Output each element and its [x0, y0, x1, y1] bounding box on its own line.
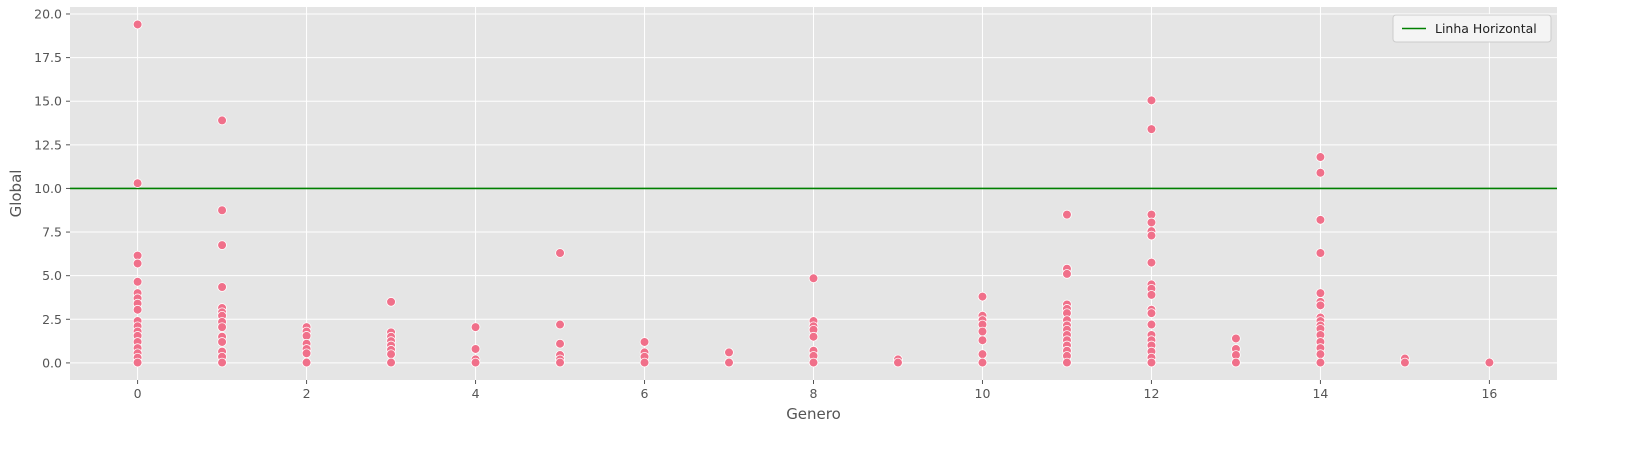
data-point	[1315, 248, 1326, 258]
x-tick-label: 4	[472, 386, 480, 401]
data-point	[1146, 319, 1157, 330]
data-point	[555, 319, 565, 330]
y-tick-label: 15.0	[34, 94, 62, 109]
data-point	[724, 347, 734, 358]
data-point	[808, 273, 819, 284]
data-point	[386, 349, 396, 359]
data-point	[470, 344, 481, 354]
data-point	[1231, 357, 1241, 368]
legend-label: Linha Horizontal	[1435, 21, 1537, 36]
data-point	[470, 322, 481, 332]
data-point	[1146, 308, 1157, 318]
data-point	[977, 335, 988, 346]
x-tick-label: 16	[1481, 386, 1497, 401]
data-point	[470, 357, 481, 368]
data-point	[808, 357, 819, 368]
data-point	[1146, 290, 1157, 300]
data-point	[217, 337, 227, 347]
y-tick-label: 5.0	[42, 268, 62, 283]
y-tick-label: 0.0	[42, 355, 62, 370]
data-point	[977, 326, 988, 337]
data-point	[555, 338, 565, 349]
data-point	[977, 291, 988, 302]
data-point	[1315, 215, 1326, 225]
y-axis-ticks: 0.0 2.5 5.0 7.5 10.0 12.5 15.0 17.5 20.0	[34, 6, 70, 370]
x-axis-label: Genero	[786, 405, 841, 423]
y-tick-label: 10.0	[34, 181, 62, 196]
data-point	[893, 357, 903, 368]
y-tick-label: 12.5	[34, 137, 62, 152]
data-point	[555, 357, 565, 368]
y-tick-label: 20.0	[34, 6, 62, 21]
x-axis-ticks: 0 2 4 6 8 10 12 14 16	[134, 380, 1497, 401]
data-point	[1146, 217, 1157, 228]
data-point	[217, 240, 227, 250]
x-tick-label: 10	[975, 386, 991, 401]
data-point	[724, 357, 734, 368]
data-point	[1315, 152, 1326, 162]
data-point	[217, 205, 227, 216]
data-point	[132, 258, 143, 269]
y-tick-label: 2.5	[42, 312, 62, 327]
data-point	[132, 304, 143, 315]
y-axis-label: Global	[7, 170, 25, 218]
data-point	[1315, 288, 1326, 298]
data-point	[132, 178, 143, 189]
y-tick-label: 7.5	[42, 225, 62, 240]
x-tick-label: 12	[1144, 386, 1160, 401]
data-point	[217, 282, 227, 292]
data-point	[301, 357, 312, 368]
legend-box	[1392, 14, 1552, 43]
data-point	[1062, 209, 1072, 220]
x-tick-label: 8	[810, 386, 818, 401]
data-point	[386, 297, 396, 307]
data-point	[1146, 95, 1157, 106]
data-point	[977, 349, 988, 359]
data-point	[1231, 333, 1241, 344]
data-point	[1146, 257, 1157, 268]
data-point	[1146, 124, 1157, 134]
data-point	[1484, 357, 1495, 368]
x-tick-label: 6	[641, 386, 649, 401]
data-point	[1146, 357, 1157, 368]
legend: Linha Horizontal	[1392, 14, 1552, 43]
data-points	[132, 19, 1495, 368]
y-tick-label: 17.5	[34, 50, 62, 65]
data-point	[217, 322, 227, 332]
data-point	[217, 115, 227, 126]
data-point	[1315, 349, 1326, 359]
data-point	[132, 19, 143, 30]
data-point	[555, 248, 565, 258]
data-point	[1062, 357, 1072, 368]
data-point	[1146, 230, 1157, 241]
data-point	[1315, 300, 1326, 311]
data-point	[132, 276, 143, 287]
data-point	[301, 348, 312, 359]
data-point	[808, 331, 819, 342]
x-tick-label: 0	[134, 386, 142, 401]
data-point	[639, 357, 650, 368]
data-point	[1315, 167, 1326, 178]
data-point	[639, 337, 650, 347]
data-point	[217, 357, 227, 368]
data-point	[1315, 357, 1326, 368]
data-point	[977, 357, 988, 368]
data-point	[386, 357, 396, 368]
x-tick-label: 14	[1312, 386, 1328, 401]
data-point	[1062, 269, 1072, 279]
x-tick-label: 2	[303, 386, 311, 401]
data-point	[132, 357, 143, 368]
data-point	[1400, 357, 1410, 368]
